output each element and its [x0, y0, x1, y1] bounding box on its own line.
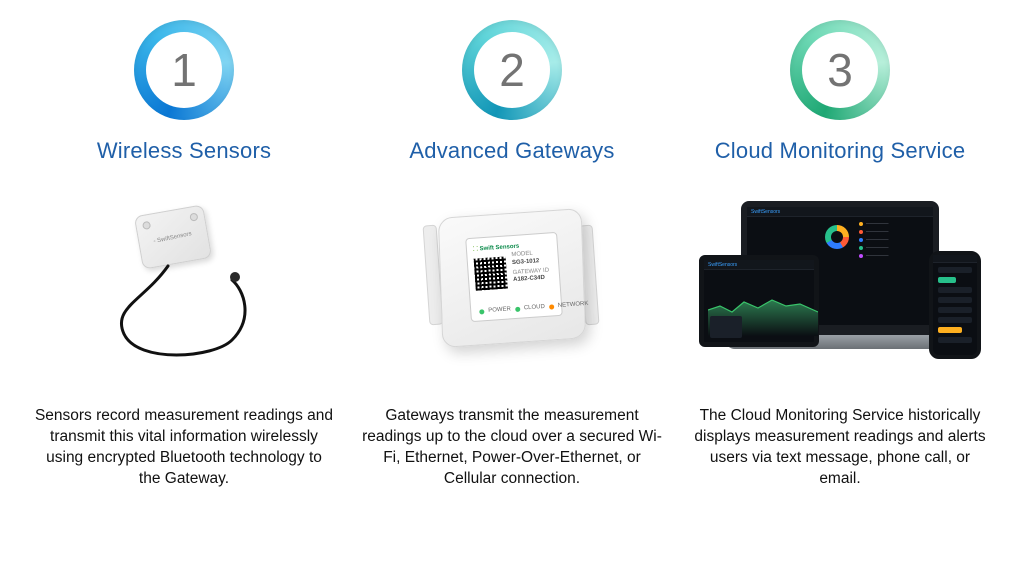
led-label: CLOUD [524, 304, 545, 311]
gateway-id-value: A182-C34D [513, 275, 550, 285]
led-icon [549, 304, 554, 309]
sensor-cable-icon [104, 230, 264, 370]
led-icon [515, 306, 520, 311]
step-number: 1 [146, 32, 222, 108]
column-title: Advanced Gateways [409, 138, 614, 164]
dashboard-header: SwiftSensors [704, 260, 814, 270]
phone-content-icon [933, 267, 977, 343]
step-badge-2: 2 [462, 20, 562, 120]
illustration-cloud-dashboard: SwiftSensors ――――― ――――― ――――― ――――― ―――… [686, 190, 994, 380]
gateway-model-value: SG3-1012 [512, 257, 549, 267]
gateway-label-sticker: ⸬ Swift Sensors MODEL SG3-1012 GATEWAY I… [465, 232, 563, 322]
dashboard-header [933, 255, 977, 263]
step-number: 2 [474, 32, 550, 108]
step-badge-1: 1 [134, 20, 234, 120]
led-label: POWER [488, 306, 511, 314]
column-description: The Cloud Monitoring Service historicall… [690, 406, 990, 490]
step-number: 3 [802, 32, 878, 108]
dashboard-brand: SwiftSensors [708, 262, 737, 268]
column-wireless-sensors: 1 Wireless Sensors ◦ SwiftSensors Sensor… [30, 20, 338, 490]
column-description: Sensors record measurement readings and … [34, 406, 334, 490]
illustration-sensor: ◦ SwiftSensors [30, 190, 338, 380]
illustration-gateway: ⸬ Swift Sensors MODEL SG3-1012 GATEWAY I… [358, 190, 666, 380]
column-advanced-gateways: 2 Advanced Gateways ⸬ Swift Sensors MODE… [358, 20, 666, 490]
column-title: Wireless Sensors [97, 138, 271, 164]
column-cloud-monitoring: 3 Cloud Monitoring Service SwiftSensors … [686, 20, 994, 490]
thumbnail-icon [710, 316, 742, 338]
column-title: Cloud Monitoring Service [715, 138, 966, 164]
phone-device-icon [929, 251, 981, 359]
tablet-device-icon: SwiftSensors [699, 255, 819, 347]
feature-columns: 1 Wireless Sensors ◦ SwiftSensors Sensor… [30, 20, 994, 490]
step-badge-3: 3 [790, 20, 890, 120]
qr-code-icon [474, 257, 508, 291]
dashboard-brand: SwiftSensors [751, 209, 780, 215]
column-description: Gateways transmit the measurement readin… [362, 406, 662, 490]
led-icon [479, 309, 484, 314]
donut-chart-icon [825, 225, 849, 249]
dashboard-legend: ――――― ――――― ――――― ――――― ――――― [859, 221, 929, 261]
dashboard-header: SwiftSensors [747, 207, 933, 217]
